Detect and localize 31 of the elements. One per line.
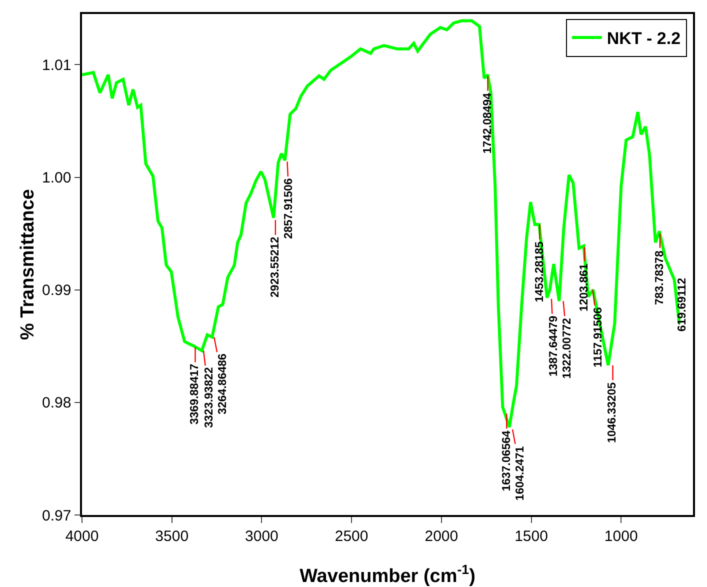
y-tick-label: 1.00 <box>42 170 72 186</box>
annotation: 3264.86486 <box>217 354 230 414</box>
annotation: 1637.06564 <box>500 430 513 492</box>
annotation: 783.78378 <box>654 250 666 306</box>
y-tick-label: 0.97 <box>42 507 72 524</box>
annotation: 1322.00772 <box>562 318 574 379</box>
annotation: 1387.64479 <box>548 316 560 377</box>
y-tick-label: 1.01 <box>42 56 72 74</box>
y-tick-label: 0.98 <box>42 394 72 412</box>
annotation: 1453.28185 <box>534 240 546 302</box>
x-axis-title: Wavenumber (cm$^{-1}$) <box>300 562 476 587</box>
annotation: 619.69112 <box>676 278 688 332</box>
x-tick-label: 2500 <box>334 528 368 545</box>
x-tick-label: 1500 <box>514 528 548 545</box>
x-tick-label: 2000 <box>424 528 458 545</box>
legend-label: NKT - 2.2 <box>606 29 681 48</box>
annotation: 2857.91506 <box>282 178 295 239</box>
annotation: 1046.33205 <box>606 382 619 444</box>
x-tick-label: 3500 <box>155 528 189 545</box>
annotation: 1742.08494 <box>482 92 494 154</box>
annotation: 1604.2471 <box>514 446 527 501</box>
x-tick-label: 4000 <box>65 528 99 545</box>
annotation: 1157.91506 <box>592 307 605 368</box>
y-tick-label: 0.99 <box>42 282 72 300</box>
annotation: 3369.88417 <box>188 364 201 424</box>
annotation: 3323.93822 <box>204 367 216 428</box>
annotation: 1203.861 <box>578 262 590 312</box>
x-tick-label: 3000 <box>245 528 278 545</box>
x-tick-label: 1000 <box>604 528 638 545</box>
annotation: 2923.55212 <box>269 236 282 298</box>
y-axis-title: % Transmittance <box>18 189 38 340</box>
